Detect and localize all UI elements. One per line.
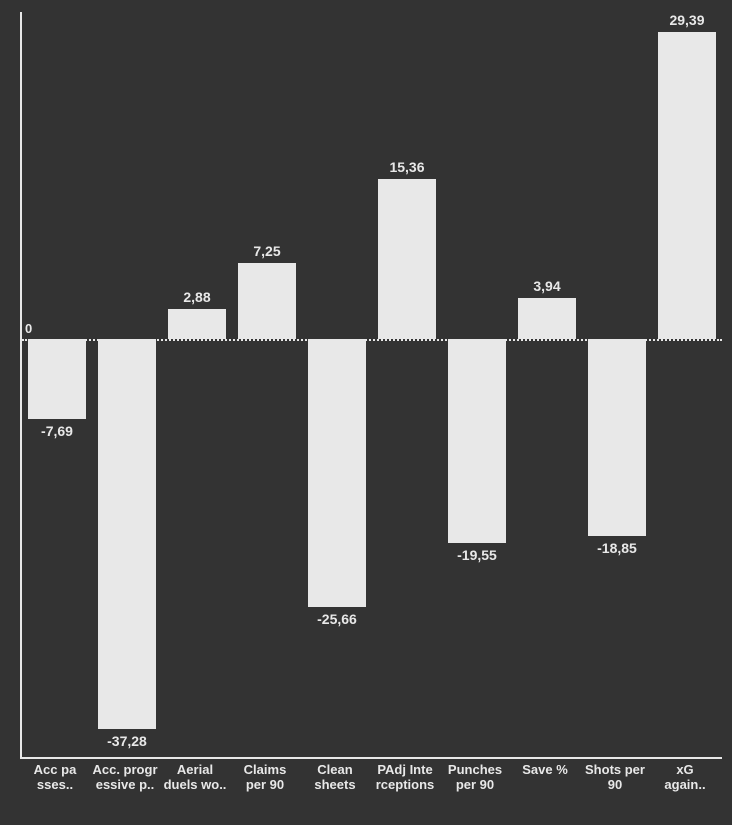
bar-value-label: -37,28	[92, 733, 162, 749]
x-axis-label: Aerialduels wo..	[160, 763, 230, 793]
x-axis-label: Punchesper 90	[440, 763, 510, 793]
bar	[658, 32, 715, 339]
goalkeeper-metrics-chart: 0 -7,69 -37,28 2,88 7,25 -25,66 15,36 -19,55 3,…	[0, 0, 732, 825]
x-axis-label: Save %	[510, 763, 580, 778]
x-axis-label: xGagain..	[650, 763, 720, 793]
bar-value-label: 15,36	[372, 159, 442, 175]
x-axis-label: Acc passes..	[20, 763, 90, 793]
bar-value-label: -25,66	[302, 611, 372, 627]
bar	[308, 339, 365, 607]
bar	[448, 339, 505, 543]
zero-label: 0	[25, 321, 32, 336]
plot-area: 0 -7,69 -37,28 2,88 7,25 -25,66 15,36 -19,55 3,…	[20, 12, 722, 759]
x-axis-label: Cleansheets	[300, 763, 370, 793]
x-axis-label: Acc. progressive p..	[90, 763, 160, 793]
bar	[588, 339, 645, 536]
bar-value-label: -19,55	[442, 547, 512, 563]
bar	[28, 339, 85, 419]
bar-value-label: 2,88	[162, 289, 232, 305]
bar-value-label: 3,94	[512, 278, 582, 294]
bar-value-label: 7,25	[232, 243, 302, 259]
x-axis-label: PAdj Interceptions	[370, 763, 440, 793]
bar	[378, 179, 435, 339]
x-axis-label: Claimsper 90	[230, 763, 300, 793]
bar	[238, 263, 295, 339]
bar-value-label: -18,85	[582, 540, 652, 556]
bar-value-label: 29,39	[652, 12, 722, 28]
bar	[98, 339, 155, 729]
bar	[168, 309, 225, 339]
x-axis-label: Shots per90	[580, 763, 650, 793]
bar	[518, 298, 575, 339]
bar-value-label: -7,69	[22, 423, 92, 439]
